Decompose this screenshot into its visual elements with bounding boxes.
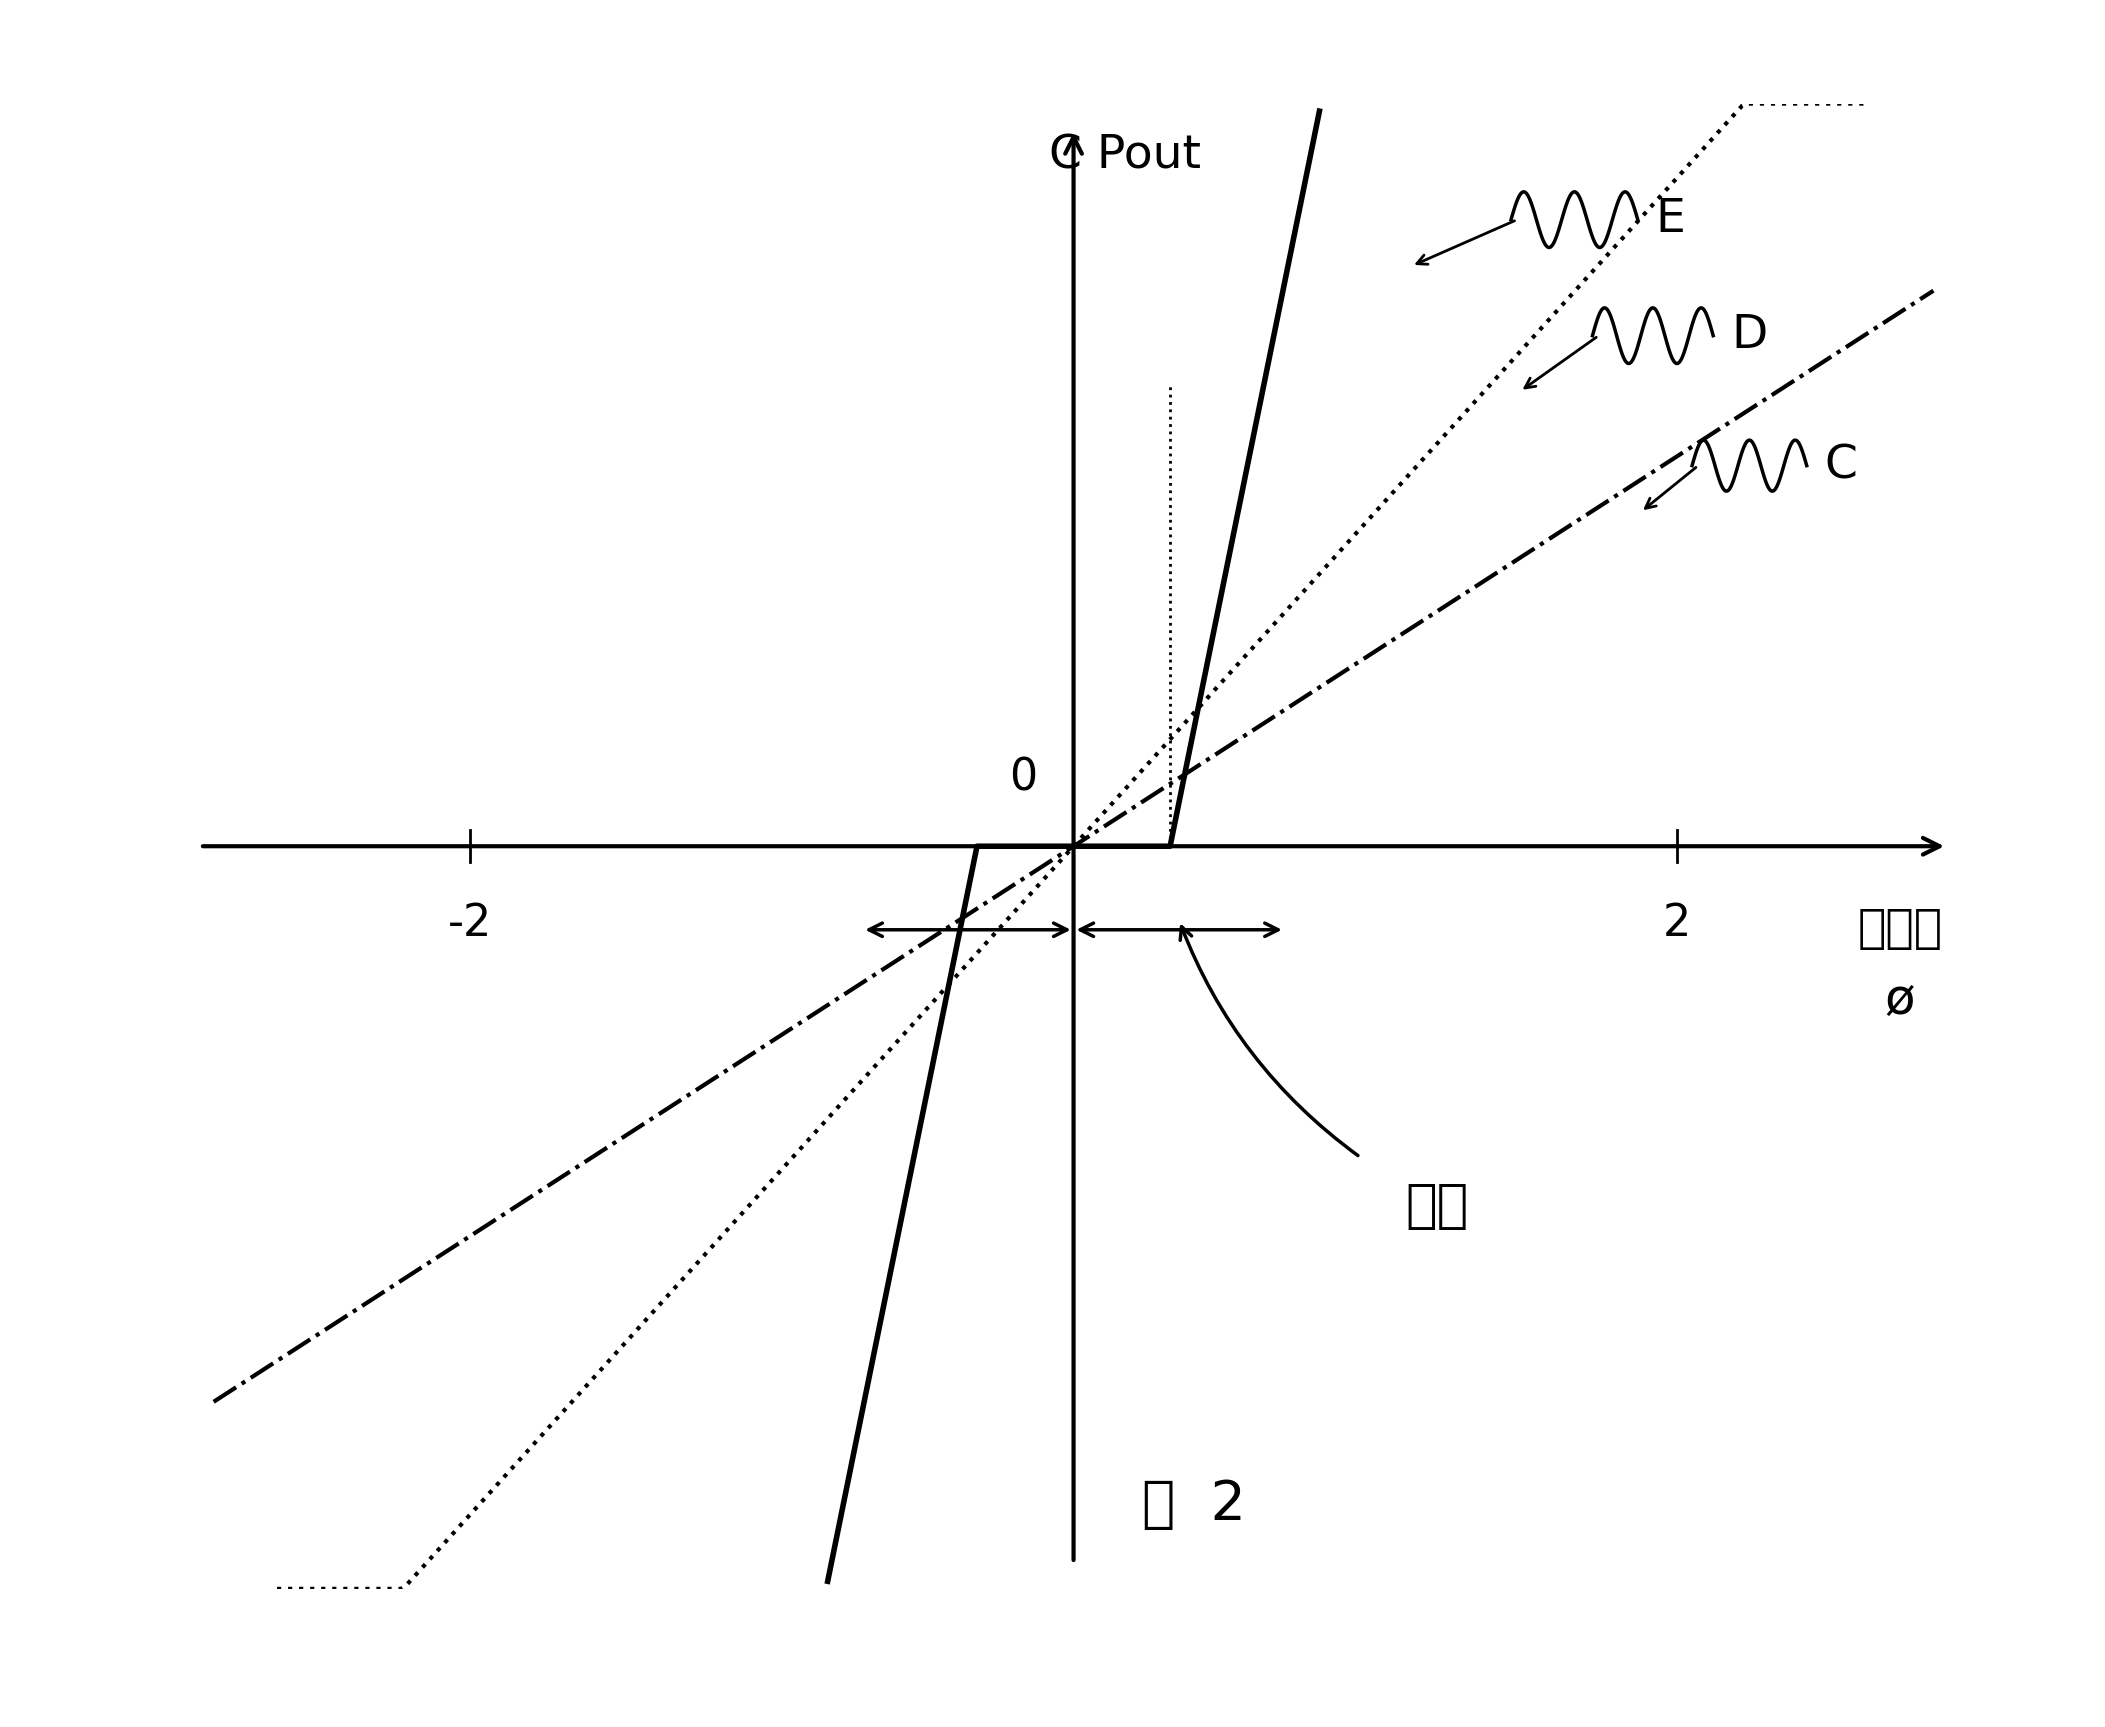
Text: ø: ø (1884, 976, 1916, 1024)
Text: C Pout: C Pout (1050, 133, 1202, 178)
Text: C: C (1825, 444, 1859, 489)
Text: E: E (1657, 197, 1686, 242)
Text: 图  2: 图 2 (1143, 1478, 1246, 1532)
Text: D: D (1730, 313, 1768, 357)
Text: 0: 0 (1008, 756, 1038, 800)
Text: 2: 2 (1663, 901, 1690, 945)
Text: -2: -2 (448, 901, 493, 945)
Text: 相位差: 相位差 (1857, 907, 1943, 952)
Text: 死区: 死区 (1406, 1181, 1469, 1233)
